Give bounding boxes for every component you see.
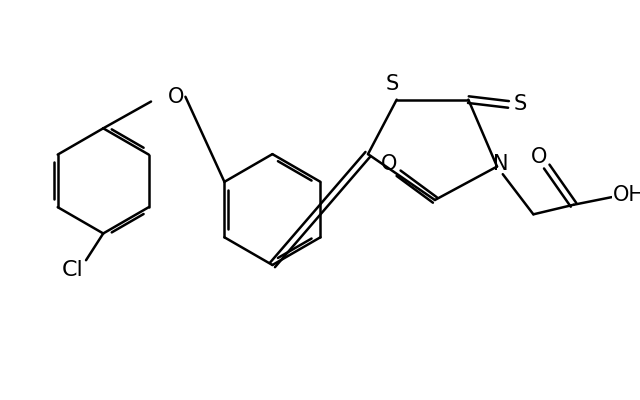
Text: S: S (385, 74, 399, 94)
Text: N: N (493, 154, 509, 174)
Text: OH: OH (613, 185, 640, 205)
Text: O: O (381, 154, 397, 174)
Text: S: S (513, 94, 527, 114)
Text: O: O (531, 147, 547, 167)
Text: O: O (168, 87, 184, 107)
Text: Cl: Cl (62, 260, 83, 280)
